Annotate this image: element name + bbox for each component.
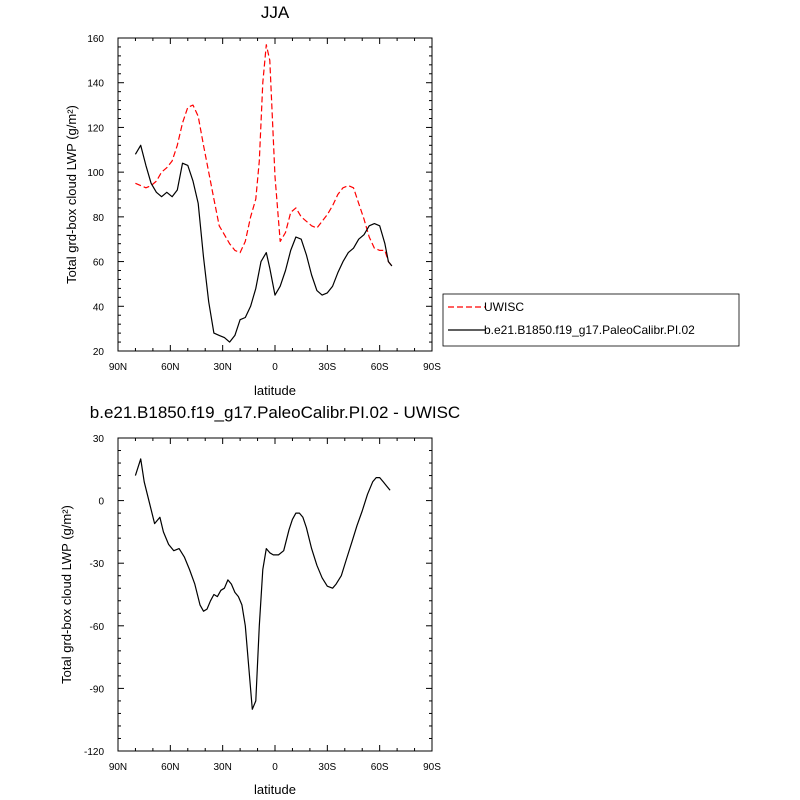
x-tick-label: 60S xyxy=(371,762,389,773)
top-panel-jja: JJA 90N 60N 30N 0 30S 60S 90S 20 40 60 80 100 120 140 1… xyxy=(64,3,441,398)
x-axis-label: latitude xyxy=(254,383,296,398)
y-tick-label: 0 xyxy=(98,497,104,508)
y-tick-label: 160 xyxy=(87,34,104,45)
x-axis-label: latitude xyxy=(254,782,296,797)
plot-frame xyxy=(117,437,433,752)
x-tick-label: 90S xyxy=(423,762,441,773)
y-tick-label: 40 xyxy=(93,302,105,313)
x-tick-label: 60N xyxy=(161,762,179,773)
x-tick-label: 30N xyxy=(213,762,231,773)
y-tick-label: -30 xyxy=(90,559,105,570)
x-tick-label: 60N xyxy=(161,362,179,373)
y-tick-label: -90 xyxy=(90,684,105,695)
bottom-panel-difference: b.e21.B1850.f19_g17.PaleoCalibr.PI.02 - … xyxy=(59,403,460,797)
y-tick-label: 80 xyxy=(93,213,105,224)
y-tick-label: 120 xyxy=(87,123,104,134)
x-tick-label: 0 xyxy=(272,362,278,373)
x-tick-label: 0 xyxy=(272,762,278,773)
legend-box xyxy=(442,293,740,347)
series-line-0 xyxy=(135,44,393,267)
x-tick-label: 90N xyxy=(109,362,127,373)
y-tick-label: 20 xyxy=(93,347,105,358)
y-tick-label: -120 xyxy=(84,747,104,758)
x-tick-label: 60S xyxy=(371,362,389,373)
y-axis-label: Total grd-box cloud LWP (g/m²) xyxy=(59,505,74,684)
x-tick-label: 90S xyxy=(423,362,441,373)
legend-label: UWISC xyxy=(484,300,524,314)
chart-title: b.e21.B1850.f19_g17.PaleoCalibr.PI.02 - … xyxy=(90,403,460,422)
y-tick-label: 140 xyxy=(87,79,104,90)
y-tick-label: 100 xyxy=(87,168,104,179)
legend: UWISC b.e21.B1850.f19_g17.PaleoCalibr.PI.… xyxy=(442,293,740,347)
y-tick-label: 30 xyxy=(93,434,105,445)
y-axis-label: Total grd-box cloud LWP (g/m²) xyxy=(64,105,79,284)
x-tick-label: 30S xyxy=(318,762,336,773)
series-line-0 xyxy=(134,458,391,710)
series-line-1 xyxy=(134,144,393,343)
x-tick-label: 30S xyxy=(318,362,336,373)
x-tick-label: 30N xyxy=(213,362,231,373)
y-tick-label: -60 xyxy=(90,622,105,633)
legend-label: b.e21.B1850.f19_g17.PaleoCalibr.PI.02 xyxy=(484,323,695,337)
x-tick-label: 90N xyxy=(109,762,127,773)
chart-title: JJA xyxy=(261,3,290,22)
y-tick-label: 60 xyxy=(93,258,105,269)
